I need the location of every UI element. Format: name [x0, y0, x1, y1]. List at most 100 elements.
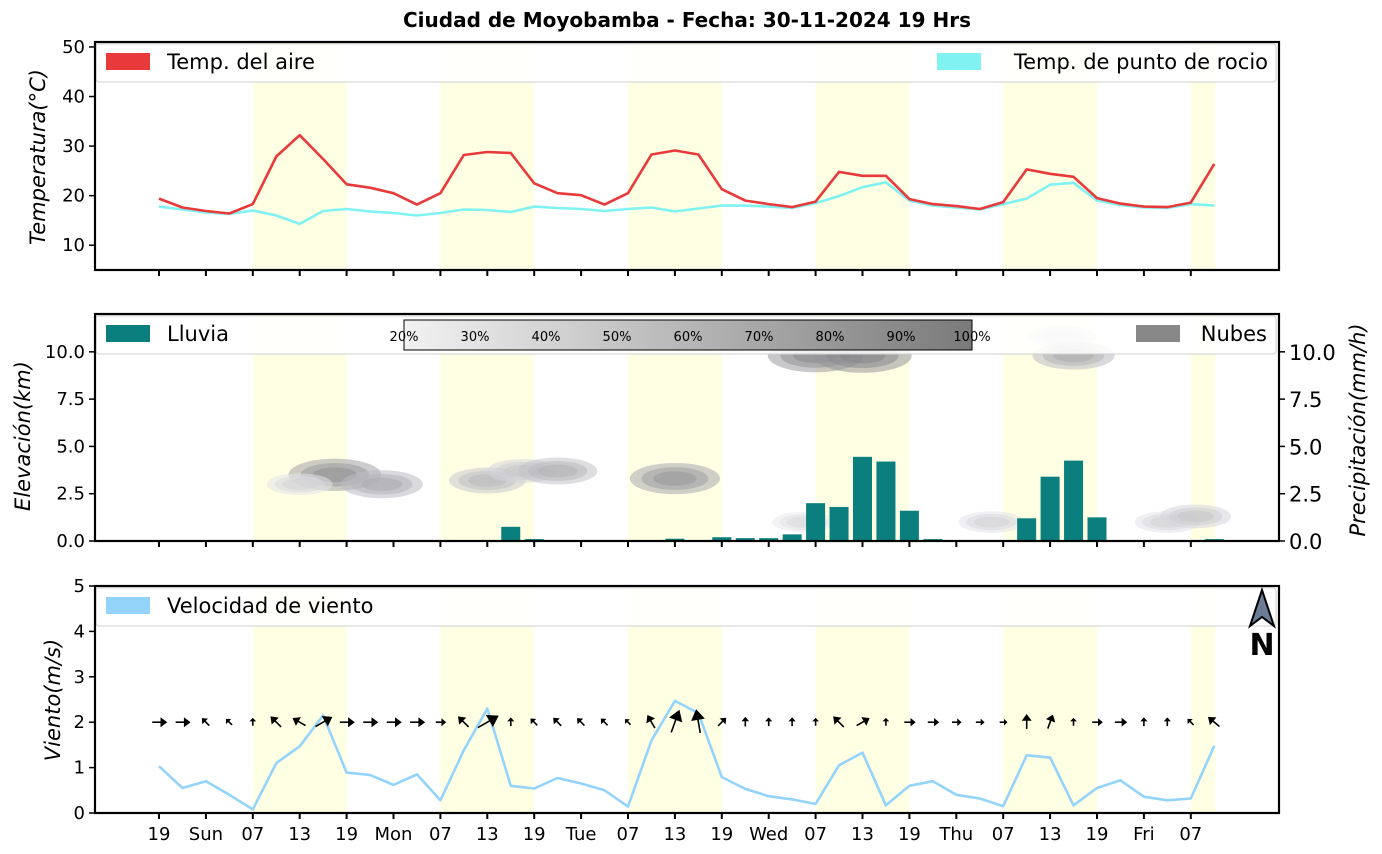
wind-arrow — [741, 716, 750, 727]
colorbar-label: 30% — [461, 330, 490, 345]
rain-plot-frame — [93, 312, 1281, 543]
wind-arrow — [1045, 714, 1056, 729]
legend-label-air: Temp. del aire — [166, 50, 315, 74]
legend-swatch-wind — [106, 597, 150, 614]
y-tick-label: 5.0 — [56, 436, 85, 457]
series-line-velocidad-de-viento — [158, 699, 1216, 811]
wind-arrow — [1070, 717, 1077, 726]
rain-bar — [501, 526, 521, 541]
x-tick-label: 07 — [241, 824, 264, 845]
y-tick-label: 0 — [74, 803, 85, 824]
wind-arrow — [646, 715, 656, 729]
wind-arrow — [507, 717, 515, 727]
y-tick-label: 50 — [62, 37, 85, 58]
rain-bar — [782, 534, 802, 541]
wind-arrow — [1021, 713, 1032, 729]
x-tick-label: 19 — [1086, 824, 1109, 845]
wind-arrow — [249, 717, 257, 726]
rain-cloud-panel: 0.0 0.02.5 2.55.0 5.07.5 7.510.0 10.0 Lluvia … — [11, 312, 1370, 554]
x-tick-label: 19 — [523, 824, 546, 845]
colorbar-label: 60% — [674, 330, 703, 345]
y-tick-label: 40 — [62, 87, 85, 108]
colorbar-label: 80% — [816, 330, 845, 345]
colorbar-gradient — [403, 319, 973, 351]
rain-bar — [1017, 518, 1037, 541]
cloud-patch — [653, 471, 697, 486]
x-tick-label: 13 — [476, 824, 499, 845]
rain-bar — [759, 538, 779, 541]
temperature-legend: Temp. del aire Temp. de punto de rocio — [95, 43, 1277, 83]
wind-arrow — [1114, 717, 1128, 727]
y-tick-label: 20 — [62, 186, 85, 207]
chart-title: Ciudad de Moyobamba - Fecha: 30-11-2024 … — [403, 8, 971, 32]
legend-label-dew: Temp. de punto de rocio — [1013, 50, 1268, 74]
x-tick-label: 19 — [148, 824, 171, 845]
x-tick-label: Tue — [565, 824, 597, 845]
colorbar-label: 40% — [532, 330, 561, 345]
rain-bar — [665, 538, 685, 541]
wind-arrow — [1187, 718, 1195, 726]
wind-arrow — [600, 718, 609, 726]
wind-arrow — [363, 717, 379, 728]
wind-arrow — [201, 718, 210, 727]
wind-arrow — [669, 709, 683, 733]
x-tick-label: Thu — [938, 824, 973, 845]
rain-bar — [1064, 460, 1084, 541]
x-axis-ticks: 19 Sun 07 13 19 Mon 07 13 19 Tue 07 13 19 Wed 07 13 19 Th… — [148, 813, 1202, 845]
x-tick-label: 19 — [710, 824, 733, 845]
colorbar-label: 50% — [603, 330, 632, 345]
wind-legend: Velocidad de viento — [95, 587, 1277, 627]
x-tick-label: 07 — [992, 824, 1015, 845]
y-tick-label-right: 7.5 — [1289, 388, 1322, 412]
series-line-temp-de-punto-de-rocio — [158, 181, 1215, 226]
y-tick-label: 4 — [74, 621, 85, 642]
temperature-axis-label: Temperatura(°C) — [26, 69, 50, 245]
legend-swatch-rain — [106, 325, 150, 342]
y-tick-label: 2 — [74, 712, 85, 733]
wind-arrow — [386, 717, 402, 728]
x-tick-label: 07 — [1179, 824, 1202, 845]
colorbar-label: 90% — [887, 330, 916, 345]
wind-arrow — [856, 717, 870, 727]
y-tick-label: 5 — [74, 576, 85, 597]
cloud-patch — [973, 516, 1010, 528]
wind-arrow — [577, 718, 586, 727]
x-tick-label: 19 — [335, 824, 358, 845]
wind-arrow — [904, 718, 916, 727]
rain-bar — [853, 456, 872, 541]
x-tick-label: 13 — [851, 824, 874, 845]
rain-bar — [735, 538, 755, 541]
x-tick-label: 13 — [288, 824, 311, 845]
wind-arrow — [435, 718, 447, 727]
wind-panel: 0 1 2 3 4 5 Velocidad de viento N Viento(m/s)… — [41, 576, 1281, 845]
y-tick-label: 10.0 — [45, 342, 85, 363]
x-tick-label: 07 — [429, 824, 452, 845]
wind-arrow — [270, 716, 282, 728]
x-tick-label: Sun — [189, 824, 223, 845]
wind-arrow — [339, 717, 355, 728]
rain-bars — [501, 456, 1224, 541]
wind-series — [158, 699, 1216, 811]
rain-bar — [876, 461, 896, 541]
wind-arrow — [624, 719, 632, 726]
legend-label-rain: Lluvia — [167, 322, 229, 346]
precipitation-axis-label: Precipitación(mm/h) — [1346, 323, 1370, 536]
x-tick-label: Fri — [1133, 824, 1154, 845]
x-tick-label: 13 — [1039, 824, 1062, 845]
wind-arrow — [951, 718, 962, 727]
wind-arrow — [530, 718, 538, 726]
rain-bar — [1087, 517, 1107, 541]
wind-arrow — [788, 717, 796, 727]
wind-arrow — [152, 717, 168, 728]
legend-swatch-clouds — [1136, 325, 1180, 342]
wind-arrow — [927, 718, 940, 727]
wind-arrow — [691, 709, 705, 733]
north-arrow-icon: N — [1248, 586, 1276, 663]
rain-bar — [712, 537, 732, 541]
wind-arrow — [975, 718, 985, 726]
x-tick-label: 07 — [804, 824, 827, 845]
y-tick-label: 7.5 — [56, 389, 85, 410]
cloud-patch — [1176, 510, 1215, 523]
y-tick-label: 0.0 — [56, 531, 85, 552]
